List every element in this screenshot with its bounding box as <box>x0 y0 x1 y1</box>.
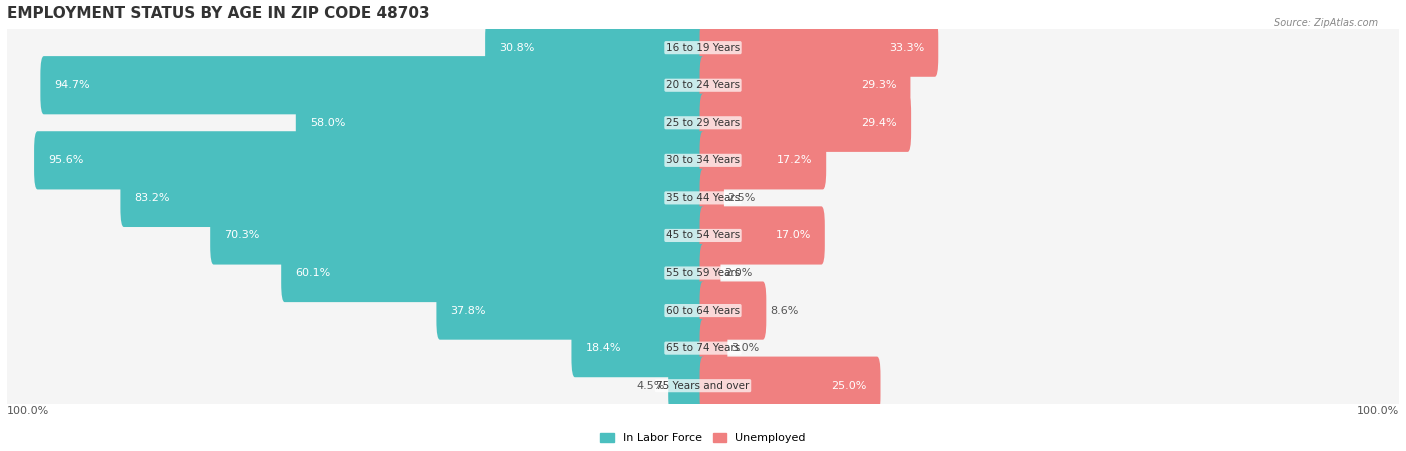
FancyBboxPatch shape <box>7 254 1399 292</box>
Text: 100.0%: 100.0% <box>7 406 49 416</box>
FancyBboxPatch shape <box>700 319 727 377</box>
Text: 60 to 64 Years: 60 to 64 Years <box>666 306 740 316</box>
Text: Source: ZipAtlas.com: Source: ZipAtlas.com <box>1274 18 1378 28</box>
FancyBboxPatch shape <box>700 169 724 227</box>
FancyBboxPatch shape <box>7 179 1399 217</box>
Text: 95.6%: 95.6% <box>48 155 83 166</box>
Text: 30.8%: 30.8% <box>499 43 534 53</box>
FancyBboxPatch shape <box>700 281 766 340</box>
Text: 18.4%: 18.4% <box>585 343 621 353</box>
FancyBboxPatch shape <box>295 94 706 152</box>
Text: 25 to 29 Years: 25 to 29 Years <box>666 118 740 128</box>
FancyBboxPatch shape <box>7 104 1399 142</box>
Text: 37.8%: 37.8% <box>450 306 486 316</box>
Text: 29.4%: 29.4% <box>862 118 897 128</box>
FancyBboxPatch shape <box>700 244 720 302</box>
FancyBboxPatch shape <box>41 56 706 115</box>
FancyBboxPatch shape <box>700 131 827 189</box>
Text: 2.0%: 2.0% <box>724 268 752 278</box>
FancyBboxPatch shape <box>436 281 706 340</box>
FancyBboxPatch shape <box>34 131 706 189</box>
Text: 20 to 24 Years: 20 to 24 Years <box>666 80 740 90</box>
Text: 58.0%: 58.0% <box>309 118 344 128</box>
FancyBboxPatch shape <box>7 66 1399 104</box>
Text: 70.3%: 70.3% <box>224 230 260 240</box>
Text: 100.0%: 100.0% <box>1357 406 1399 416</box>
FancyBboxPatch shape <box>700 207 825 265</box>
FancyBboxPatch shape <box>7 291 1399 330</box>
Text: 83.2%: 83.2% <box>135 193 170 203</box>
Text: 2.5%: 2.5% <box>727 193 756 203</box>
Text: 25.0%: 25.0% <box>831 381 866 391</box>
FancyBboxPatch shape <box>700 56 911 115</box>
Text: 35 to 44 Years: 35 to 44 Years <box>666 193 740 203</box>
Text: 29.3%: 29.3% <box>860 80 897 90</box>
Text: 75 Years and over: 75 Years and over <box>657 381 749 391</box>
FancyBboxPatch shape <box>121 169 706 227</box>
Text: 65 to 74 Years: 65 to 74 Years <box>666 343 740 353</box>
Text: 60.1%: 60.1% <box>295 268 330 278</box>
FancyBboxPatch shape <box>209 207 706 265</box>
Legend: In Labor Force, Unemployed: In Labor Force, Unemployed <box>596 429 810 448</box>
FancyBboxPatch shape <box>7 28 1399 67</box>
Text: 17.2%: 17.2% <box>776 155 813 166</box>
Text: 17.0%: 17.0% <box>776 230 811 240</box>
FancyBboxPatch shape <box>700 18 938 77</box>
Text: 55 to 59 Years: 55 to 59 Years <box>666 268 740 278</box>
FancyBboxPatch shape <box>700 357 880 415</box>
FancyBboxPatch shape <box>485 18 706 77</box>
Text: 94.7%: 94.7% <box>55 80 90 90</box>
Text: 4.5%: 4.5% <box>637 381 665 391</box>
Text: 33.3%: 33.3% <box>889 43 924 53</box>
FancyBboxPatch shape <box>668 357 706 415</box>
FancyBboxPatch shape <box>7 367 1399 405</box>
Text: 30 to 34 Years: 30 to 34 Years <box>666 155 740 166</box>
FancyBboxPatch shape <box>7 216 1399 255</box>
FancyBboxPatch shape <box>7 141 1399 179</box>
Text: 3.0%: 3.0% <box>731 343 759 353</box>
Text: 16 to 19 Years: 16 to 19 Years <box>666 43 740 53</box>
FancyBboxPatch shape <box>281 244 706 302</box>
Text: 45 to 54 Years: 45 to 54 Years <box>666 230 740 240</box>
Text: 8.6%: 8.6% <box>770 306 799 316</box>
FancyBboxPatch shape <box>7 329 1399 367</box>
FancyBboxPatch shape <box>571 319 706 377</box>
Text: EMPLOYMENT STATUS BY AGE IN ZIP CODE 48703: EMPLOYMENT STATUS BY AGE IN ZIP CODE 487… <box>7 6 430 21</box>
FancyBboxPatch shape <box>700 94 911 152</box>
